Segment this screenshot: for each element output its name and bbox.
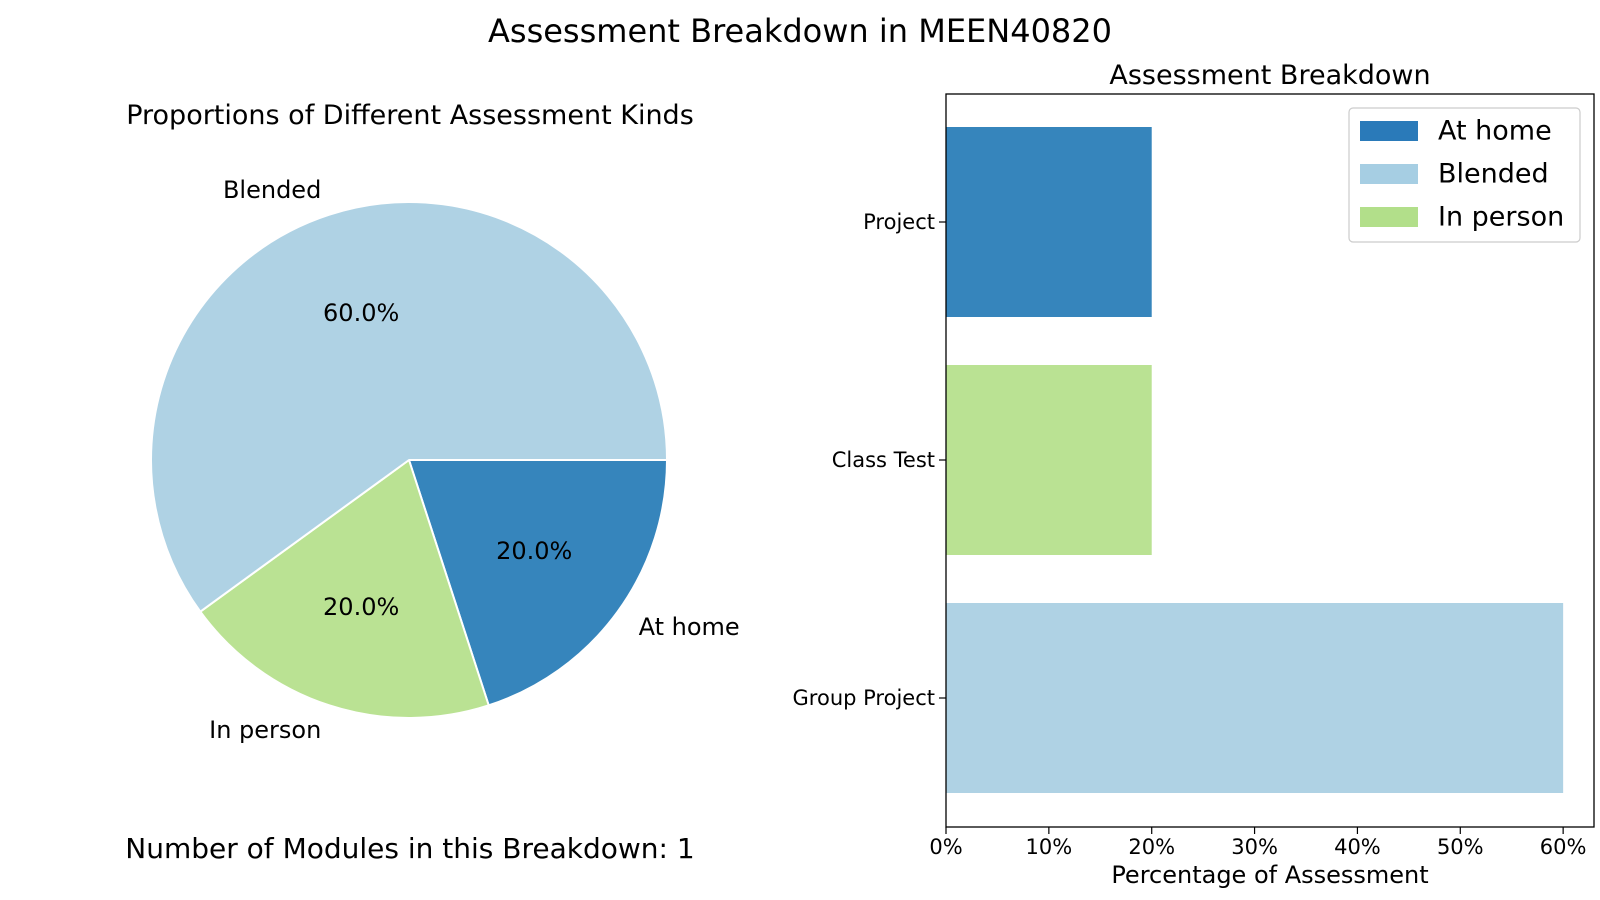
x-tick-label-10: 10%: [1026, 835, 1073, 859]
bar-plot-frame: [945, 93, 1595, 828]
y-tick-label-class-test: Class Test: [832, 448, 935, 472]
x-tick-label-50: 50%: [1437, 835, 1484, 859]
modules-count-text: Number of Modules in this Breakdown: 1: [125, 832, 695, 865]
bar-chart: Assessment Breakdown Project Class Test Gro…: [793, 60, 1595, 889]
legend-label-at-home: At home: [1438, 116, 1552, 147]
pie-category-label-at-home: At home: [639, 613, 740, 641]
figure-title: Assessment Breakdown in MEEN40820: [488, 12, 1112, 50]
x-tick-label-40: 40%: [1334, 835, 1381, 859]
legend-swatch-blended: [1360, 164, 1418, 184]
x-tick-label-20: 20%: [1128, 835, 1175, 859]
pie-value-label-at-home: 20.0%: [496, 537, 572, 565]
y-tick-label-project: Project: [863, 210, 935, 234]
x-tick-label-60: 60%: [1540, 835, 1587, 859]
pie-chart-title: Proportions of Different Assessment Kind…: [126, 100, 694, 131]
x-tick-label-0: 0%: [929, 835, 962, 859]
x-tick-label-30: 30%: [1231, 835, 1278, 859]
pie-slice-at-home: [408, 459, 668, 707]
legend-label-blended: Blended: [1438, 159, 1549, 190]
legend-swatch-at-home: [1360, 121, 1418, 141]
legend-label-in-person: In person: [1438, 202, 1564, 233]
y-tick-label-group-project: Group Project: [793, 686, 935, 710]
bar-chart-legend: At home Blended In person: [1348, 107, 1581, 243]
pie-category-label-in-person: In person: [209, 716, 321, 744]
bar-class-test: [946, 365, 1152, 555]
pie-category-label-blended: Blended: [223, 176, 321, 204]
pie-chart: 20.0% At home 20.0% In person 60.0% Blended: [150, 176, 740, 744]
bar-chart-title: Assessment Breakdown: [1109, 60, 1430, 91]
bar-group-project: [946, 603, 1564, 793]
pie-slice-in-person: [199, 459, 490, 719]
x-axis-label: Percentage of Assessment: [1111, 861, 1428, 889]
bar-project: [946, 127, 1152, 317]
pie-value-label-in-person: 20.0%: [323, 593, 399, 621]
legend-swatch-in-person: [1360, 207, 1418, 227]
pie-slice-blended: [150, 201, 668, 613]
pie-value-label-blended: 60.0%: [323, 299, 399, 327]
